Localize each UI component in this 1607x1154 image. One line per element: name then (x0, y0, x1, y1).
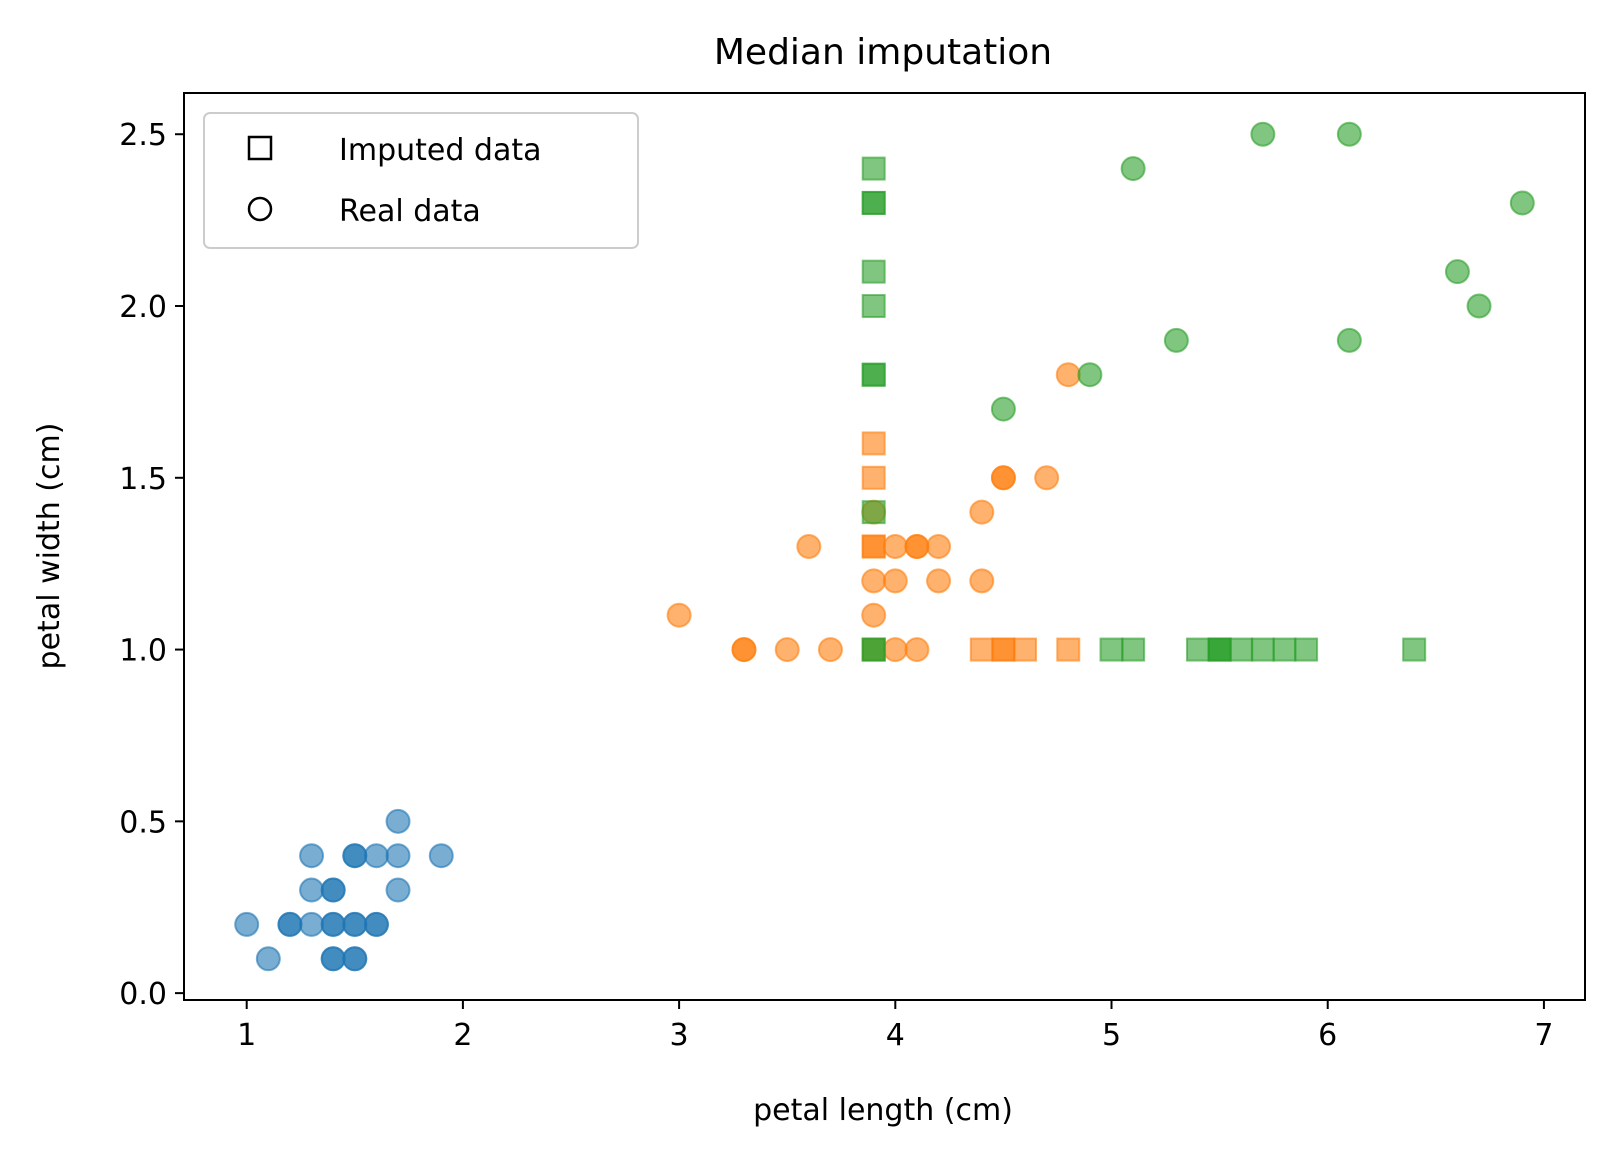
real-point-s0-21 (363, 843, 389, 869)
x-axis-ticks: 1 2 3 4 5 6 7 (237, 1000, 1553, 1053)
x-tick-label: 6 (1318, 1018, 1337, 1053)
imputed-point-s2-8 (1013, 637, 1038, 662)
imputed-point-s4-2 (861, 190, 886, 215)
real-point-s1-2 (731, 637, 757, 663)
imputed-point-s4-4 (861, 294, 886, 319)
real-point-s0-24 (385, 877, 411, 903)
real-point-s3-7 (1444, 259, 1470, 285)
real-point-s0-20 (363, 911, 389, 937)
legend-square-marker (247, 135, 273, 161)
plot-frame (183, 92, 1586, 1001)
y-tick-label: 0.5 (119, 805, 167, 840)
real-point-s1-16 (926, 534, 952, 559)
real-point-s0-3 (277, 911, 303, 937)
real-point-s3-6 (1336, 327, 1362, 353)
real-point-s1-9 (882, 637, 908, 663)
real-point-s0-18 (342, 946, 368, 972)
real-point-s0-16 (342, 843, 368, 869)
real-point-s3-1 (1077, 362, 1103, 388)
real-point-s0-0 (234, 911, 260, 937)
x-tick-label: 2 (453, 1018, 472, 1053)
imputed-point-s2-1 (861, 465, 886, 490)
y-tick-label: 0.0 (119, 977, 167, 1012)
imputed-point-s4-7 (861, 500, 886, 525)
real-point-s0-14 (342, 911, 368, 937)
legend-label-real: Real data (339, 194, 481, 229)
real-point-s3-5 (1336, 121, 1362, 147)
x-tick-label: 5 (1102, 1018, 1121, 1053)
real-point-s1-11 (882, 534, 908, 559)
imputed-point-s4-6 (861, 362, 886, 387)
real-point-s1-18 (969, 499, 995, 525)
real-point-s1-21 (1034, 465, 1060, 491)
real-point-s0-12 (320, 946, 346, 972)
imputed-point-s4-19 (1294, 637, 1319, 662)
real-point-s0-1 (255, 946, 281, 972)
imputed-point-s4-11 (1121, 637, 1146, 662)
real-point-s3-3 (1163, 327, 1189, 353)
real-point-s3-8 (1466, 293, 1492, 319)
imputed-point-s4-17 (1250, 637, 1275, 662)
real-point-s1-5 (817, 637, 843, 663)
legend-circle-marker (247, 196, 273, 222)
data-marks (234, 121, 1535, 972)
real-point-s3-9 (1509, 190, 1535, 216)
imputed-point-s4-3 (861, 259, 886, 284)
y-axis-ticks: 0.0 0.5 1.0 1.5 2.0 2.5 (119, 118, 184, 1012)
y-tick-label: 1.0 (119, 634, 167, 669)
y-axis-label: petal width (cm) (32, 423, 67, 670)
real-point-s0-6 (299, 843, 325, 869)
real-point-s0-23 (385, 843, 411, 869)
imputed-point-s4-0 (861, 156, 886, 181)
legend: Imputed data Real data (203, 112, 639, 249)
x-tick-label: 1 (237, 1018, 256, 1053)
imputed-point-s4-15 (1207, 637, 1232, 662)
real-point-s1-4 (796, 534, 822, 559)
real-point-s1-20 (990, 465, 1016, 491)
imputed-point-s2-7 (991, 637, 1016, 662)
imputed-point-s4-18 (1272, 637, 1297, 662)
real-point-s1-17 (969, 568, 995, 594)
real-point-s0-10 (320, 877, 346, 903)
real-point-s1-22 (1055, 362, 1081, 388)
x-tick-label: 7 (1534, 1018, 1553, 1053)
x-axis-label: petal length (cm) (753, 1093, 1013, 1128)
real-point-s1-0 (666, 602, 692, 628)
real-point-s0-8 (320, 911, 346, 937)
legend-label-imputed: Imputed data (339, 133, 542, 168)
real-point-s3-2 (1120, 156, 1146, 182)
imputed-point-s4-10 (1099, 637, 1124, 662)
real-point-s0-25 (428, 843, 454, 869)
real-point-s0-5 (299, 877, 325, 903)
imputed-point-s4-12 (1185, 637, 1210, 662)
imputed-point-s4-20 (1402, 637, 1427, 662)
real-point-s1-12 (904, 637, 930, 663)
real-point-s1-6 (861, 602, 887, 628)
imputed-point-s2-5 (969, 637, 994, 662)
real-point-s3-0 (990, 396, 1016, 422)
imputed-point-s4-16 (1229, 637, 1254, 662)
real-point-s3-4 (1250, 121, 1276, 147)
imputed-point-s2-3 (861, 534, 886, 559)
x-tick-label: 3 (670, 1018, 689, 1053)
chart-title: Median imputation (714, 32, 1052, 73)
imputed-point-s4-9 (861, 637, 886, 662)
real-point-s0-22 (385, 808, 411, 834)
real-point-s1-14 (904, 534, 930, 559)
x-tick-label: 4 (886, 1018, 905, 1053)
real-point-s1-10 (882, 568, 908, 594)
legend-box (203, 112, 639, 249)
y-tick-label: 2.5 (119, 118, 167, 153)
real-point-s1-7 (861, 568, 887, 594)
y-tick-label: 2.0 (119, 290, 167, 325)
real-point-s0-4 (299, 911, 325, 937)
imputed-point-s2-9 (1056, 637, 1081, 662)
imputed-point-s2-0 (861, 431, 886, 456)
real-point-s1-3 (774, 637, 800, 663)
y-tick-label: 1.5 (119, 462, 167, 497)
real-point-s1-15 (926, 568, 952, 594)
